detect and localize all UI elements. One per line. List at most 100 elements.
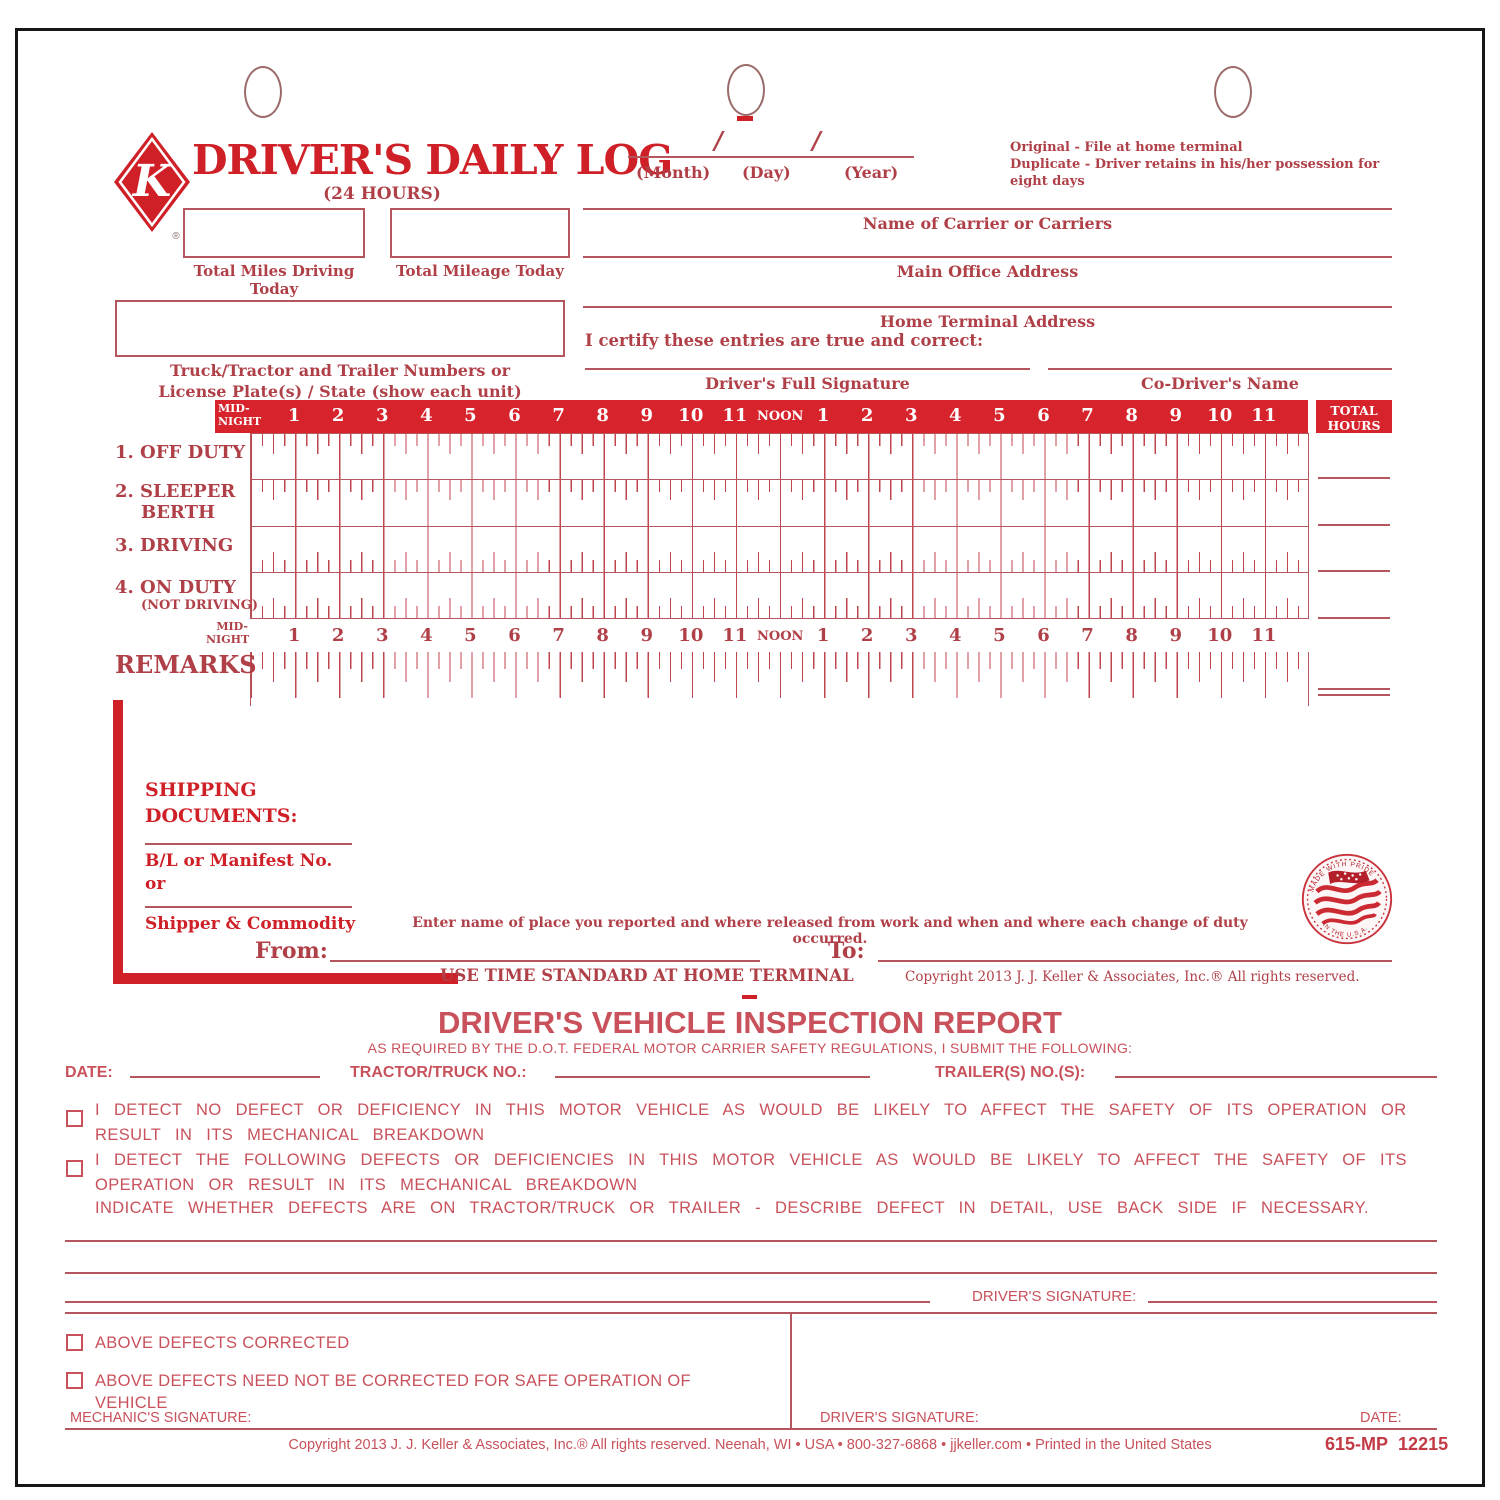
form-number-right: 12215: [1398, 1434, 1449, 1454]
to-label: To:: [828, 938, 865, 964]
total-line-off-duty[interactable]: [1318, 477, 1390, 479]
total-mileage-box[interactable]: [390, 208, 570, 258]
duty-row-label: 3. DRIVING: [115, 535, 234, 556]
midscale-hour-label: 2: [860, 625, 874, 646]
defect-writein-line-3[interactable]: [65, 1301, 930, 1303]
punch-hole-left: [244, 66, 282, 118]
total-miles-box[interactable]: [183, 208, 365, 258]
band-hour-label: 5: [993, 405, 1006, 426]
midscale-hour-label: 8: [1125, 625, 1138, 646]
certify-text: I certify these entries are true and cor…: [585, 331, 984, 350]
no-defect-checkbox[interactable]: [66, 1110, 83, 1127]
dvir-trailer-line[interactable]: [1115, 1050, 1437, 1078]
driver-signature-line[interactable]: [585, 340, 1030, 370]
band-hour-label: 1: [287, 405, 301, 426]
band-hour-label: 2: [331, 405, 345, 426]
duty-row-grid-sleeper-berth[interactable]: [250, 479, 1309, 526]
copies-note-line2: Duplicate - Driver retains in his/her po…: [1010, 156, 1380, 189]
codriver-line[interactable]: [1048, 340, 1392, 370]
midscale-hour-label: 11: [1251, 625, 1277, 646]
dvir-driver-signature-line[interactable]: [1148, 1301, 1437, 1303]
dvir-driver-signature-label-2: DRIVER'S SIGNATURE:: [820, 1410, 979, 1426]
bl-manifest-line[interactable]: [145, 815, 352, 845]
midscale-hour-label: 7: [1081, 625, 1094, 646]
office-label: Main Office Address: [896, 262, 1079, 281]
defect-text: I DETECT THE FOLLOWING DEFECTS OR DEFICI…: [95, 1151, 1407, 1194]
defects-not-needed-label: ABOVE DEFECTS NEED NOT BE CORRECTED FOR …: [95, 1372, 691, 1413]
dvir-date-label: DATE:: [65, 1064, 113, 1081]
band-hour-label: 3: [375, 405, 389, 426]
duty-row-grid-on-duty[interactable]: [250, 572, 1309, 619]
punch-hole-right: [1214, 66, 1252, 118]
to-input-line[interactable]: [878, 934, 1392, 962]
total-miles-label: Total Miles Driving Today: [193, 262, 355, 298]
home-terminal-label: Home Terminal Address: [879, 312, 1096, 331]
midscale-hour-label: 6: [508, 625, 521, 646]
midscale-hour-label: 1: [816, 625, 830, 646]
month-label: (Month): [636, 163, 711, 182]
registration-mark-top: [737, 116, 753, 121]
dvir-date-line[interactable]: [130, 1050, 320, 1078]
made-with-pride-usa-seal-icon: MADE WITH PRIDE IN THE U.S.A.: [1300, 852, 1394, 946]
dvir-section-divider: [65, 1312, 1437, 1314]
truck-numbers-box[interactable]: [115, 300, 565, 357]
defects-corrected-label: ABOVE DEFECTS CORRECTED: [95, 1334, 350, 1352]
remarks-bracket-vertical: [113, 700, 123, 984]
midscale-hour-label: NOON: [756, 629, 804, 644]
total-line-driving[interactable]: [1318, 570, 1390, 572]
remarks-ruler[interactable]: [250, 652, 1309, 706]
hour-header-band: MID- NIGHT 1 2 3 4 5 6 7 8 9 10 11 NOON 1 2 3 4 5 6 7 8 9 10 11: [215, 400, 1308, 433]
midscale-hour-label: 8: [596, 625, 609, 646]
band-hour-label: 9: [640, 405, 653, 426]
midscale-hour-label: 3: [904, 625, 918, 646]
band-hour-midnight: MID- NIGHT: [218, 402, 262, 428]
registration-mark-mid: [742, 995, 757, 999]
defect-writein-line-2[interactable]: [65, 1272, 1437, 1274]
driver-signature-label: Driver's Full Signature: [705, 374, 910, 393]
remarks-bracket-horizontal: [113, 973, 458, 984]
midscale-hour-label: 2: [331, 625, 345, 646]
midscale-hour-label: 9: [1169, 625, 1182, 646]
total-line-sum-2[interactable]: [1318, 694, 1390, 696]
dvir-tractor-line[interactable]: [555, 1050, 870, 1078]
carrier-label: Name of Carrier or Carriers: [862, 214, 1113, 233]
carrier-input-line[interactable]: [583, 180, 1392, 210]
band-hour-label: NOON: [756, 409, 804, 424]
duty-row-label: 1. OFF DUTY: [115, 442, 246, 463]
truck-label-line1: Truck/Tractor and Trailer Numbers or: [169, 361, 511, 380]
from-input-line[interactable]: [330, 934, 760, 962]
midscale-hour-label: 5: [464, 625, 477, 646]
band-hour-label: 11: [722, 405, 748, 426]
defect-checkbox[interactable]: [66, 1160, 83, 1177]
office-input-line[interactable]: [583, 228, 1392, 258]
codriver-label: Co-Driver's Name: [1141, 374, 1299, 393]
year-label: (Year): [844, 163, 899, 182]
duty-row-grid-driving[interactable]: [250, 526, 1309, 572]
total-line-on-duty[interactable]: [1318, 617, 1390, 619]
page-border-frame: [15, 28, 1485, 1487]
home-terminal-input-line[interactable]: [583, 278, 1392, 308]
svg-text:®: ®: [172, 231, 180, 242]
date-input-line[interactable]: [628, 128, 914, 158]
from-label: From:: [255, 938, 328, 964]
total-mileage-label: Total Mileage Today: [396, 262, 564, 280]
total-line-sum-1[interactable]: [1318, 688, 1390, 690]
band-hour-label: 10: [678, 405, 704, 426]
bl-manifest-label: B/L or Manifest No.: [145, 851, 333, 871]
shipping-heading-line1: SHIPPING: [145, 779, 257, 801]
total-line-sleeper[interactable]: [1318, 524, 1390, 526]
dvir-title: DRIVER'S VEHICLE INSPECTION REPORT: [437, 1005, 1062, 1040]
dvir-date-label-2: DATE:: [1360, 1410, 1402, 1426]
band-hour-label: 10: [1207, 405, 1233, 426]
defects-not-needed-checkbox[interactable]: [66, 1372, 83, 1389]
defects-corrected-checkbox[interactable]: [66, 1334, 83, 1351]
no-defect-text: I DETECT NO DEFECT OR DEFICIENCY IN THIS…: [95, 1101, 1407, 1144]
form-title: DRIVER'S DAILY LOG: [192, 136, 673, 184]
defect-writein-line-1[interactable]: [65, 1240, 1437, 1242]
total-hours-header: TOTAL HOURS: [1316, 400, 1392, 433]
bottom-signature-line[interactable]: [65, 1428, 1437, 1430]
band-hour-label: 6: [1037, 405, 1050, 426]
shipper-commodity-line[interactable]: [145, 878, 352, 908]
duty-row-grid-off-duty[interactable]: [250, 433, 1309, 479]
